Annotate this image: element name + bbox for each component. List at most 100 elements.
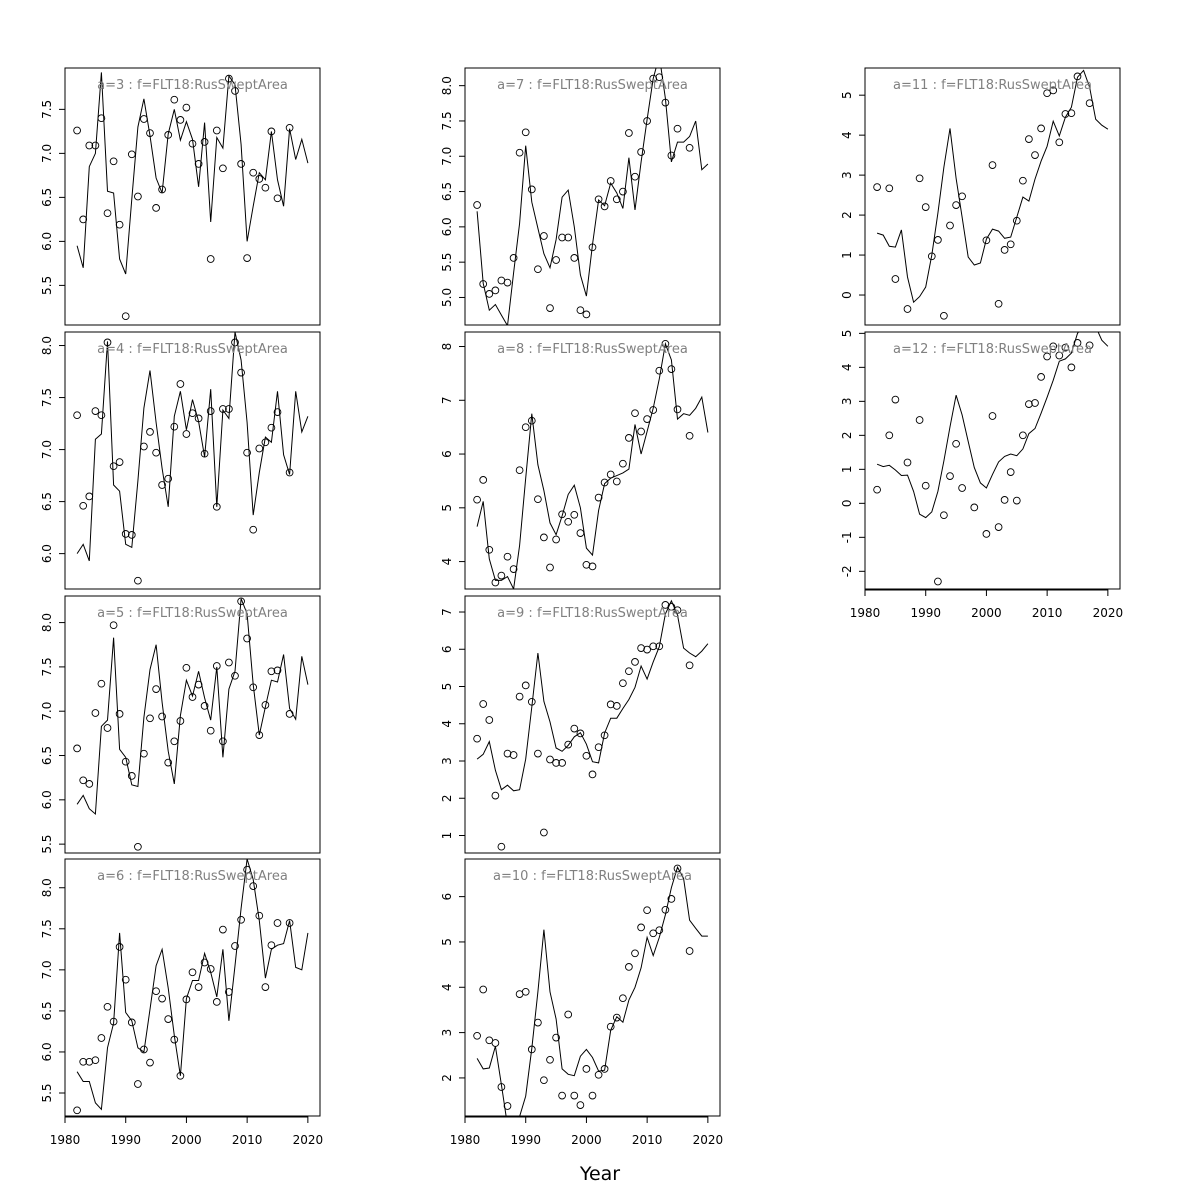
panel-label: a=9 : f=FLT18:RusSweptArea: [497, 606, 688, 621]
data-point: [194, 983, 203, 991]
y-tick-label: 8.0: [440, 76, 454, 95]
data-point: [73, 411, 81, 420]
plot-area: [473, 599, 709, 851]
data-point: [188, 139, 197, 148]
y-tick-label: 7.0: [40, 702, 54, 721]
data-point: [1067, 109, 1076, 118]
data-point: [649, 406, 658, 414]
data-point: [273, 666, 282, 675]
data-point: [176, 116, 185, 124]
data-point: [631, 949, 639, 958]
data-point: [667, 151, 676, 160]
data-point: [158, 994, 166, 1003]
data-point: [527, 416, 536, 425]
data-point: [1037, 373, 1045, 381]
y-tick-label: 2: [840, 432, 854, 440]
data-point: [219, 164, 227, 173]
data-point: [685, 661, 694, 670]
data-point: [479, 700, 488, 708]
data-point: [625, 434, 633, 442]
data-point: [200, 958, 209, 967]
data-point: [109, 621, 118, 630]
data-point: [261, 183, 270, 192]
y-tick-label: 3: [440, 1029, 454, 1037]
data-point: [1006, 468, 1015, 476]
data-point: [188, 409, 197, 418]
data-point: [231, 338, 239, 347]
x-tick-label: 1990: [910, 606, 941, 620]
model-fit-line: [476, 68, 709, 325]
data-point: [540, 1076, 548, 1085]
panel-frame: [464, 67, 721, 326]
data-point: [146, 428, 154, 436]
panel-label: a=5 : f=FLT18:RusSweptArea: [97, 606, 288, 621]
data-point: [576, 1101, 585, 1109]
panel-frame: [464, 331, 721, 590]
data-point: [515, 466, 524, 475]
plot-area: [873, 69, 1109, 320]
y-tick-label: 1: [440, 832, 454, 840]
data-point: [473, 734, 481, 743]
y-tick-label: 6.5: [440, 182, 454, 201]
data-point: [97, 1034, 106, 1042]
y-tick-label: 6: [440, 450, 454, 458]
data-point: [546, 755, 554, 764]
data-point: [249, 168, 258, 177]
data-point: [612, 1013, 621, 1022]
data-point: [606, 470, 615, 479]
data-point: [552, 1033, 560, 1042]
data-point: [1025, 135, 1033, 143]
data-point: [176, 1071, 185, 1080]
panel-frame: [64, 67, 321, 326]
data-point: [667, 602, 676, 611]
data-point: [970, 503, 979, 512]
data-point: [564, 1010, 573, 1019]
data-point: [497, 571, 506, 580]
data-point: [103, 724, 112, 732]
y-tick-label: 8: [440, 343, 454, 351]
data-point: [146, 714, 154, 723]
x-axis-title: Year: [579, 1163, 620, 1185]
data-point: [182, 995, 191, 1004]
y-tick-label: 7.0: [40, 960, 54, 979]
data-point: [285, 710, 294, 718]
y-tick-label: 3: [840, 171, 854, 179]
data-point: [958, 484, 966, 492]
y-tick-label: 5.0: [440, 288, 454, 307]
data-point: [619, 187, 627, 196]
x-tick-label: 1980: [50, 1133, 81, 1147]
data-point: [588, 562, 597, 571]
data-point: [934, 577, 942, 586]
data-point: [134, 192, 142, 201]
data-point: [243, 254, 251, 262]
data-point: [1049, 86, 1058, 95]
data-point: [91, 141, 100, 150]
data-point: [79, 776, 88, 785]
data-point: [164, 474, 173, 483]
data-point: [103, 338, 112, 347]
data-point: [540, 533, 548, 542]
data-point: [921, 203, 930, 211]
data-point: [649, 929, 658, 938]
data-point: [637, 923, 645, 932]
y-tick-label: 6.0: [40, 544, 54, 563]
data-point: [267, 941, 276, 950]
data-point: [661, 98, 670, 107]
data-point: [673, 606, 682, 615]
data-point: [655, 73, 664, 82]
data-point: [73, 126, 81, 135]
data-point: [285, 468, 294, 477]
y-tick-label: 5: [440, 504, 454, 512]
model-fit-line: [76, 598, 309, 816]
data-point: [285, 123, 294, 132]
y-tick-label: 6.5: [40, 746, 54, 765]
y-tick-label: 5: [440, 938, 454, 946]
data-point: [606, 1022, 615, 1031]
y-tick-label: 7: [440, 396, 454, 404]
data-point: [564, 740, 573, 749]
data-point: [582, 751, 591, 760]
data-point: [115, 710, 124, 718]
data-point: [219, 925, 227, 934]
data-point: [685, 947, 694, 955]
model-fit-line: [476, 599, 709, 792]
